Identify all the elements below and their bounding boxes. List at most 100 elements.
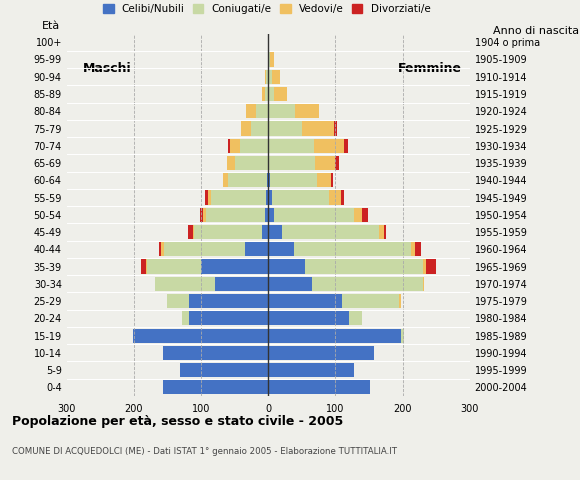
Bar	[230, 139, 240, 153]
Bar	[146, 260, 147, 274]
Bar	[316, 156, 335, 170]
Bar	[268, 191, 271, 204]
Bar	[268, 346, 374, 360]
Bar	[268, 242, 294, 256]
Bar	[240, 139, 268, 153]
Bar	[268, 328, 401, 343]
Bar	[246, 104, 256, 119]
Bar	[305, 260, 423, 274]
Bar	[282, 225, 379, 239]
Bar	[312, 277, 423, 291]
Bar	[215, 277, 268, 291]
Bar	[200, 208, 203, 222]
Bar	[140, 260, 146, 274]
Bar	[266, 191, 268, 204]
Bar	[302, 121, 334, 135]
Bar	[206, 208, 265, 222]
Bar	[164, 242, 245, 256]
Bar	[314, 139, 344, 153]
Bar	[193, 225, 194, 239]
Bar	[268, 156, 316, 170]
Bar	[268, 70, 271, 84]
Bar	[274, 208, 354, 222]
Text: Femmine: Femmine	[397, 61, 462, 74]
Bar	[268, 225, 282, 239]
Text: Età: Età	[42, 21, 60, 31]
Legend: Celibi/Nubili, Coniugati/e, Vedovi/e, Divorziati/e: Celibi/Nubili, Coniugati/e, Vedovi/e, Di…	[103, 4, 430, 14]
Bar	[266, 70, 268, 84]
Bar	[399, 294, 401, 308]
Bar	[379, 225, 385, 239]
Bar	[362, 208, 368, 222]
Text: Maschi: Maschi	[83, 61, 131, 74]
Bar	[268, 260, 305, 274]
Bar	[270, 173, 317, 187]
Bar	[262, 87, 265, 101]
Bar	[268, 87, 274, 101]
Bar	[411, 242, 415, 256]
Bar	[245, 242, 268, 256]
Bar	[205, 191, 208, 204]
Bar	[235, 156, 268, 170]
Bar	[423, 277, 424, 291]
Bar	[294, 242, 411, 256]
Bar	[268, 277, 312, 291]
Bar	[317, 173, 331, 187]
Bar	[329, 191, 341, 204]
Bar	[265, 208, 268, 222]
Bar	[268, 121, 302, 135]
Bar	[341, 191, 344, 204]
Bar	[163, 346, 268, 360]
Bar	[268, 52, 270, 67]
Bar	[401, 328, 404, 343]
Bar	[268, 294, 342, 308]
Bar	[161, 242, 164, 256]
Text: Anno di nascita: Anno di nascita	[493, 26, 579, 36]
Bar	[331, 173, 333, 187]
Bar	[194, 225, 262, 239]
Bar	[160, 242, 161, 256]
Bar	[271, 191, 329, 204]
Bar	[189, 311, 268, 325]
Bar	[415, 242, 422, 256]
Bar	[267, 173, 268, 187]
Bar	[268, 104, 295, 119]
Bar	[211, 191, 266, 204]
Bar	[203, 208, 206, 222]
Bar	[252, 121, 268, 135]
Bar	[228, 139, 230, 153]
Bar	[274, 87, 287, 101]
Bar	[423, 260, 426, 274]
Bar	[147, 260, 201, 274]
Bar	[201, 260, 268, 274]
Bar	[342, 294, 399, 308]
Bar	[189, 294, 268, 308]
Bar	[334, 121, 338, 135]
Bar	[295, 104, 318, 119]
Bar	[268, 208, 274, 222]
Bar	[180, 363, 268, 377]
Bar	[133, 328, 268, 343]
Bar	[344, 139, 347, 153]
Bar	[168, 294, 189, 308]
Bar	[262, 225, 268, 239]
Bar	[223, 173, 228, 187]
Bar	[426, 260, 436, 274]
Bar	[354, 208, 362, 222]
Bar	[155, 277, 215, 291]
Bar	[182, 311, 189, 325]
Bar	[271, 70, 280, 84]
Bar	[268, 380, 371, 395]
Bar	[270, 52, 274, 67]
Bar	[188, 225, 193, 239]
Bar	[228, 173, 267, 187]
Bar	[208, 191, 211, 204]
Text: COMUNE DI ACQUEDOLCI (ME) - Dati ISTAT 1° gennaio 2005 - Elaborazione TUTTITALIA: COMUNE DI ACQUEDOLCI (ME) - Dati ISTAT 1…	[12, 447, 397, 456]
Bar	[241, 121, 252, 135]
Bar	[268, 363, 354, 377]
Bar	[265, 87, 268, 101]
Text: Popolazione per età, sesso e stato civile - 2005: Popolazione per età, sesso e stato civil…	[12, 415, 343, 428]
Bar	[335, 156, 339, 170]
Bar	[256, 104, 268, 119]
Bar	[268, 173, 270, 187]
